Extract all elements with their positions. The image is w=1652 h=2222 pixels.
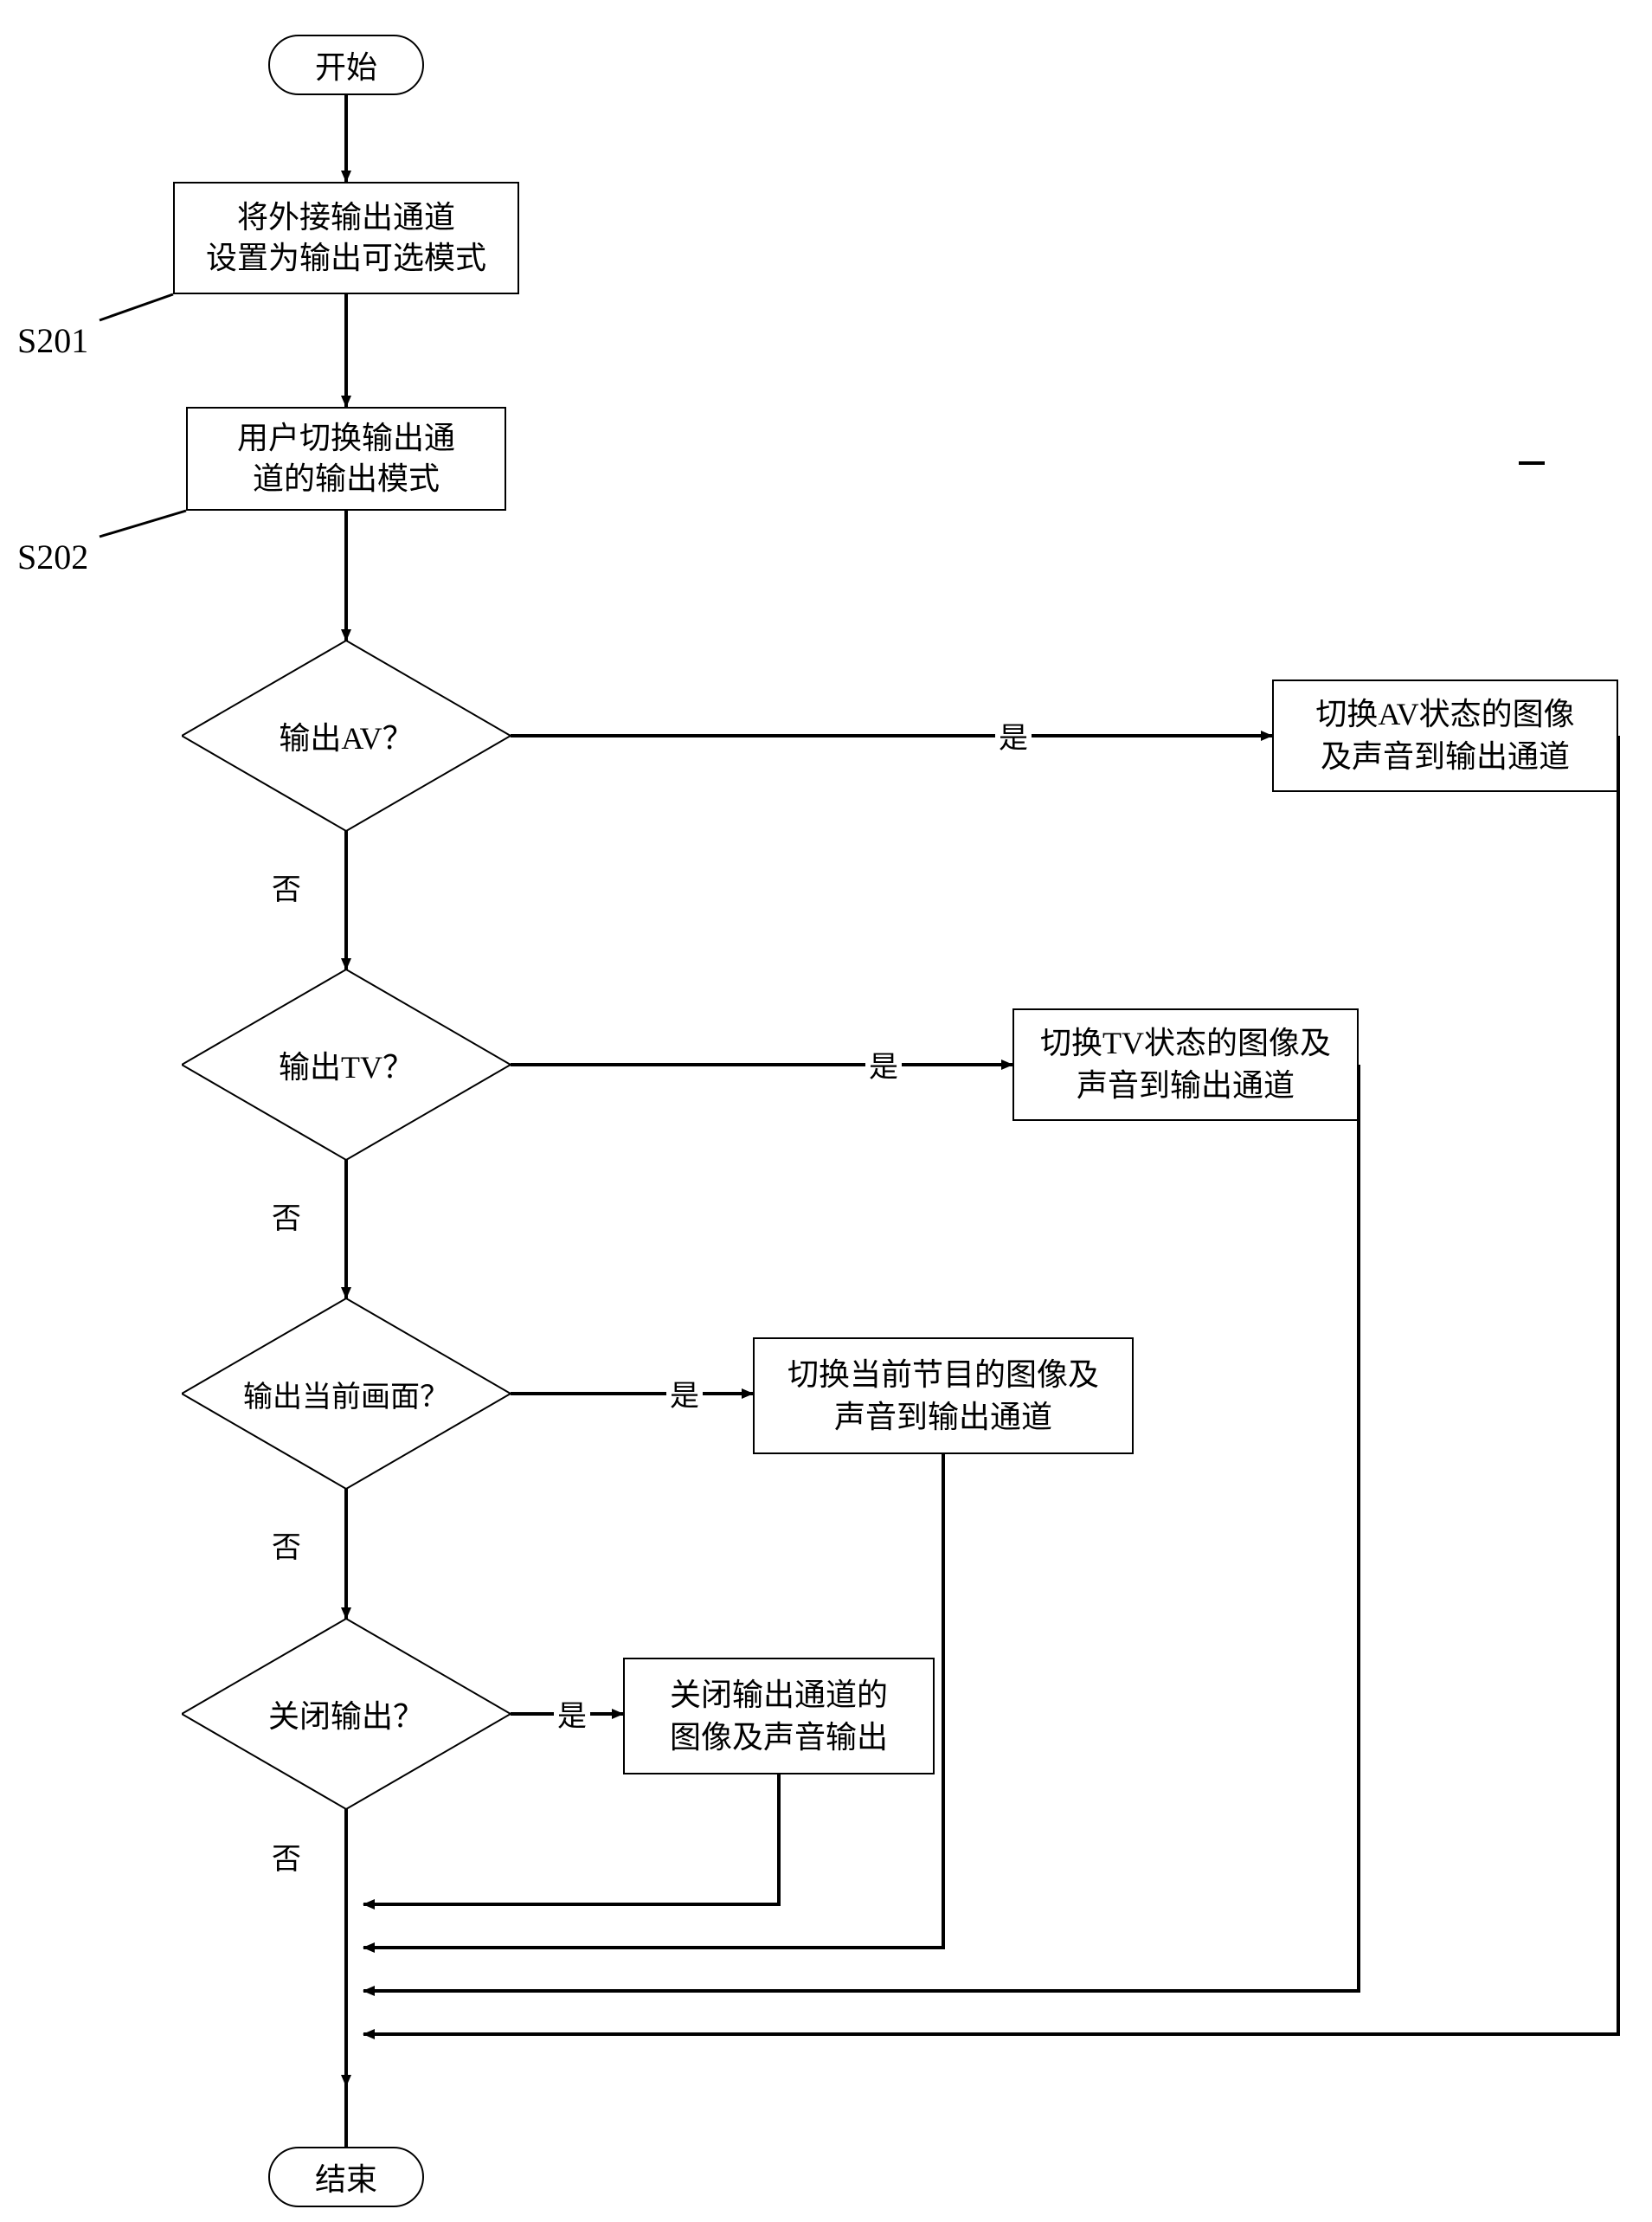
action-switch-tv: 切换TV状态的图像及 声音到输出通道 (1012, 1008, 1359, 1121)
action-switch-av-text: 切换AV状态的图像 及声音到输出通道 (1315, 693, 1574, 777)
process-set-output-mode: 将外接输出通道 设置为输出可选模式 (173, 182, 519, 294)
action-switch-current-text: 切换当前节目的图像及 声音到输出通道 (787, 1354, 1099, 1438)
step-label-s201: S201 (17, 320, 88, 361)
start-node: 开始 (268, 35, 424, 95)
decision-output-av: 输出AV？ (182, 641, 511, 831)
action-close-output-text: 关闭输出通道的 图像及声音输出 (670, 1674, 888, 1758)
edge-label-d2-no: 否 (268, 1195, 305, 1237)
decision-close-output-text: 关闭输出？ (268, 1691, 424, 1736)
start-label: 开始 (315, 42, 377, 87)
step-label-s202: S202 (17, 537, 88, 577)
edge-label-d4-yes: 是 (554, 1692, 590, 1735)
edge-label-d1-yes: 是 (995, 714, 1032, 757)
process-user-switch: 用户切换输出通 道的输出模式 (186, 407, 506, 511)
decision-output-tv: 输出TV？ (182, 969, 511, 1160)
action-switch-tv-text: 切换TV状态的图像及 声音到输出通道 (1040, 1022, 1331, 1106)
decision-output-av-text: 输出AV？ (279, 713, 413, 758)
process-user-switch-text: 用户切换输出通 道的输出模式 (237, 418, 455, 499)
decision-output-tv-text: 输出TV？ (279, 1042, 414, 1087)
decision-close-output: 关闭输出？ (182, 1619, 511, 1809)
edge-label-d3-no: 否 (268, 1523, 305, 1566)
process-set-output-mode-text: 将外接输出通道 设置为输出可选模式 (206, 197, 486, 279)
action-close-output: 关闭输出通道的 图像及声音输出 (623, 1658, 935, 1774)
edge-label-d4-no: 否 (268, 1835, 305, 1877)
flowchart-canvas: 开始 将外接输出通道 设置为输出可选模式 用户切换输出通 道的输出模式 输出AV… (0, 0, 1652, 2222)
end-label: 结束 (315, 2154, 377, 2199)
decision-output-current-text: 输出当前画面？ (243, 1373, 449, 1415)
action-switch-av: 切换AV状态的图像 及声音到输出通道 (1272, 679, 1618, 792)
end-node: 结束 (268, 2147, 424, 2207)
edge-label-d1-no: 否 (268, 866, 305, 908)
edge-label-d3-yes: 是 (666, 1372, 703, 1414)
action-switch-current: 切换当前节目的图像及 声音到输出通道 (753, 1337, 1134, 1454)
decision-output-current: 输出当前画面？ (182, 1298, 511, 1489)
edge-label-d2-yes: 是 (865, 1043, 902, 1085)
